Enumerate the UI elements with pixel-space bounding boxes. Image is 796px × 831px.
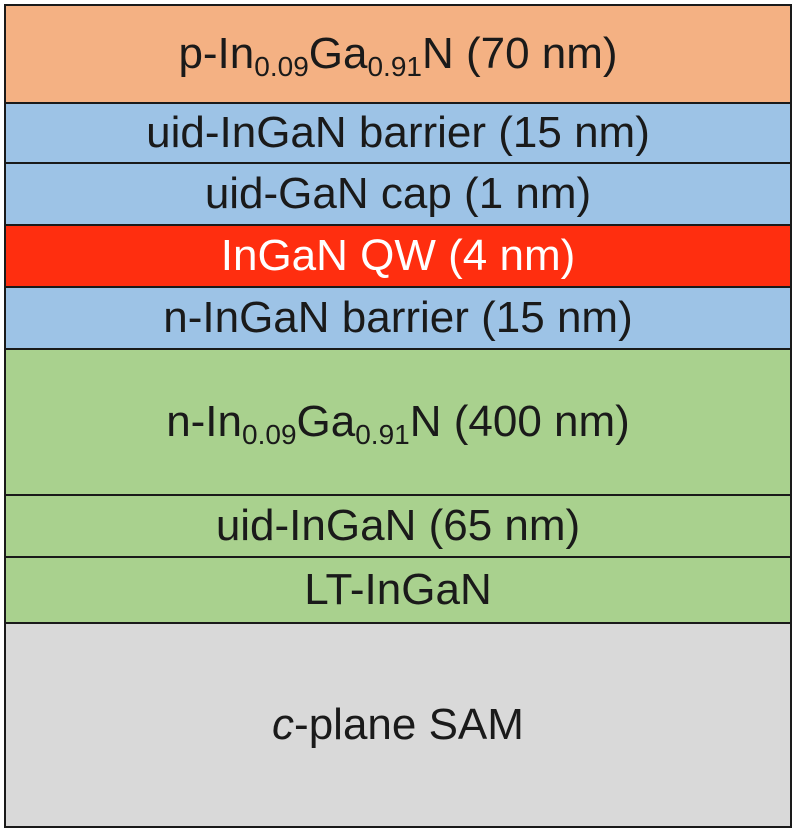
layer-n-ingan-barrier: n-InGaN barrier (15 nm) [6,286,790,348]
layer-p-ingan-label: p-In0.09Ga0.91N (70 nm) [178,29,618,82]
layer-n-ingan-label: n-In0.09Ga0.91N (400 nm) [166,397,630,450]
layer-uid-gan-cap: uid-GaN cap (1 nm) [6,162,790,224]
layer-n-ingan-barrier-label: n-InGaN barrier (15 nm) [163,293,633,342]
layer-uid-gan-cap-label: uid-GaN cap (1 nm) [204,169,592,218]
layer-uid-ingan-barrier-label: uid-InGaN barrier (15 nm) [146,108,650,157]
epitaxial-layer-stack: p-In0.09Ga0.91N (70 nm) uid-InGaN barrie… [4,4,792,828]
layer-substrate-label: c-plane SAM [272,700,524,749]
layer-uid-ingan-barrier: uid-InGaN barrier (15 nm) [6,102,790,162]
layer-ingan-qw-label: InGaN QW (4 nm) [220,231,576,280]
layer-p-ingan: p-In0.09Ga0.91N (70 nm) [6,6,790,102]
layer-substrate: c-plane SAM [6,622,790,826]
layer-uid-ingan-label: uid-InGaN (65 nm) [215,501,581,550]
layer-lt-ingan-label: LT-InGaN [304,565,492,614]
layer-ingan-qw: InGaN QW (4 nm) [6,224,790,286]
layer-uid-ingan: uid-InGaN (65 nm) [6,494,790,556]
layer-lt-ingan: LT-InGaN [6,556,790,622]
layer-n-ingan: n-In0.09Ga0.91N (400 nm) [6,348,790,494]
